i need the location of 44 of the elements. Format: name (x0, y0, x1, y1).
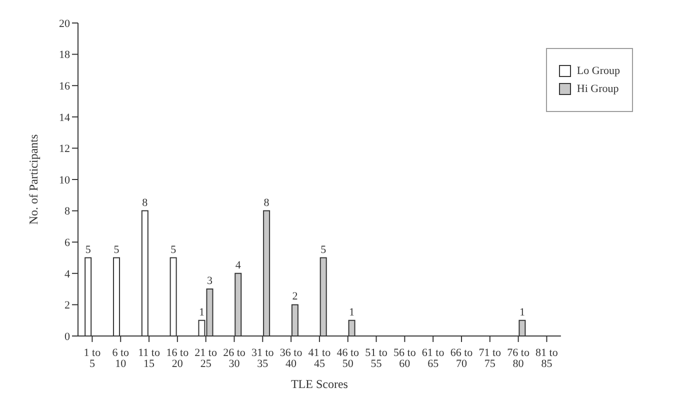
data-label: 1 (349, 306, 355, 318)
legend-label: Lo Group (576, 65, 620, 77)
y-tick-label: 2 (64, 300, 70, 312)
y-tick-label: 14 (59, 112, 70, 124)
y-tick-label: 18 (59, 49, 70, 62)
data-label: 5 (85, 244, 92, 256)
x-tick-label: 81 to 85 (536, 346, 558, 370)
x-tick-label: 56 to 60 (394, 346, 416, 370)
y-tick-label: 20 (59, 18, 70, 30)
x-tick-label: 46 to 50 (336, 346, 360, 370)
legend-label: Hi Group (576, 83, 619, 95)
x-tick-label: 1 to 5 (84, 346, 102, 370)
data-label: 4 (235, 259, 242, 272)
x-tick-label: 16 to 20 (166, 346, 190, 370)
data-label: 5 (320, 244, 327, 256)
x-tick-label: 76 to 80 (507, 346, 530, 370)
x-tick-label: 61 to 65 (422, 346, 445, 370)
y-tick-label: 10 (59, 174, 70, 186)
x-tick-label: 66 to 70 (450, 346, 474, 370)
x-tick-label: 36 to 40 (280, 346, 303, 370)
y-tick-label: 6 (64, 237, 70, 250)
y-axis-title: No. of Participants (26, 134, 40, 225)
data-label: 5 (114, 244, 120, 256)
x-tick-label: 6 to 10 (112, 346, 130, 370)
x-tick-label: 31 to 35 (251, 346, 274, 370)
data-label: 8 (142, 196, 148, 209)
y-tick-label: 8 (64, 206, 70, 218)
x-axis-title: TLE Scores (290, 377, 348, 391)
x-tick-label: 51 to 55 (365, 346, 388, 370)
data-label: 2 (292, 290, 298, 303)
data-label: 1 (519, 306, 525, 318)
y-tick-label: 12 (59, 143, 70, 156)
x-tick-label: 26 to 30 (223, 346, 246, 370)
data-label: 8 (264, 196, 270, 209)
x-tick-label: 71 to 75 (478, 346, 502, 370)
y-tick-label: 4 (64, 268, 70, 280)
data-label: 1 (198, 306, 204, 318)
x-tick-label: 21 to 25 (194, 346, 218, 370)
y-tick-label: 16 (59, 80, 70, 93)
y-tick-label: 0 (64, 330, 70, 343)
x-tick-label: 41 to 45 (308, 346, 332, 370)
data-label: 5 (170, 244, 177, 256)
x-tick-label: 11 to 15 (138, 346, 160, 370)
data-label: 3 (206, 275, 213, 288)
